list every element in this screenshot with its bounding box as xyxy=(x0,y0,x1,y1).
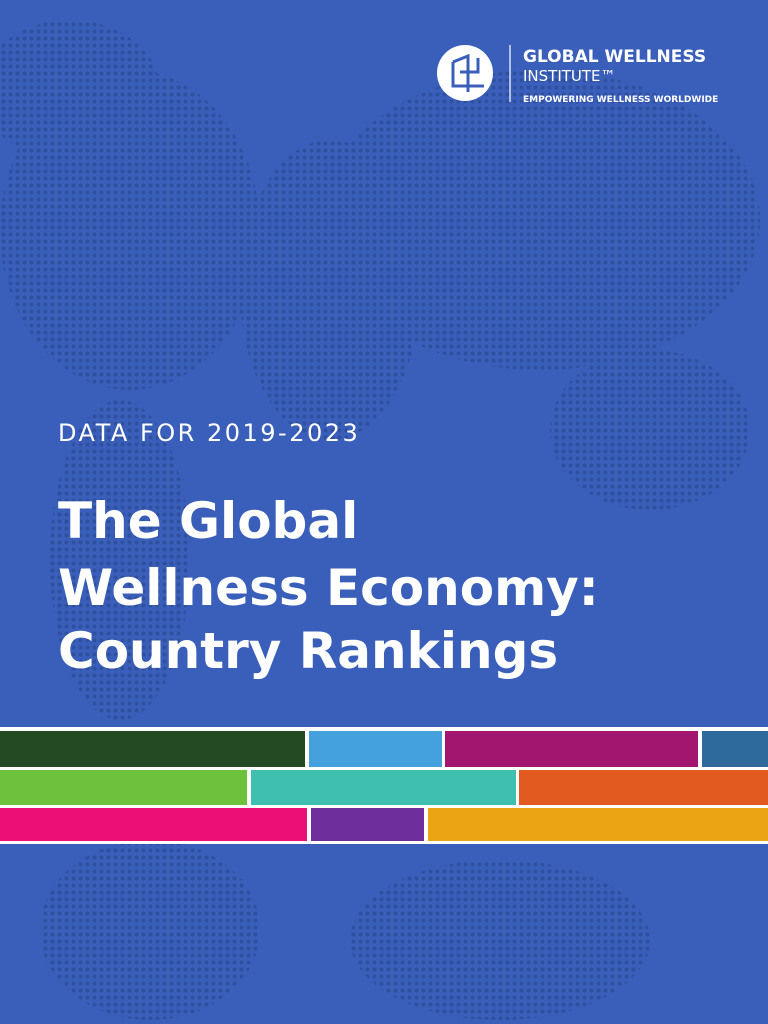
color-bar xyxy=(309,731,442,767)
logo: GLOBAL WELLNESS INSTITUTE™ EMPOWERING WE… xyxy=(437,45,718,105)
color-bar xyxy=(251,770,516,805)
color-bar xyxy=(0,808,307,841)
color-bar xyxy=(702,731,768,767)
color-bar xyxy=(428,808,768,841)
title: The Global Wellness Economy: Country Ran… xyxy=(58,492,599,680)
title-line: Country Rankings xyxy=(58,622,558,680)
color-bar xyxy=(519,770,768,805)
logo-glyph xyxy=(451,53,484,92)
logo-tagline: EMPOWERING WELLNESS WORLDWIDE xyxy=(523,95,718,105)
subtitle: DATA FOR 2019-2023 xyxy=(58,419,360,447)
logo-name: INSTITUTE™ xyxy=(523,67,616,85)
color-bar xyxy=(311,808,424,841)
logo-name: GLOBAL WELLNESS xyxy=(523,47,706,67)
color-bars xyxy=(0,727,768,844)
color-bar xyxy=(0,731,305,767)
color-bar xyxy=(0,770,247,805)
title-line: Wellness Economy: xyxy=(58,559,599,617)
title-line: The Global xyxy=(58,492,358,550)
color-bar xyxy=(445,731,698,767)
